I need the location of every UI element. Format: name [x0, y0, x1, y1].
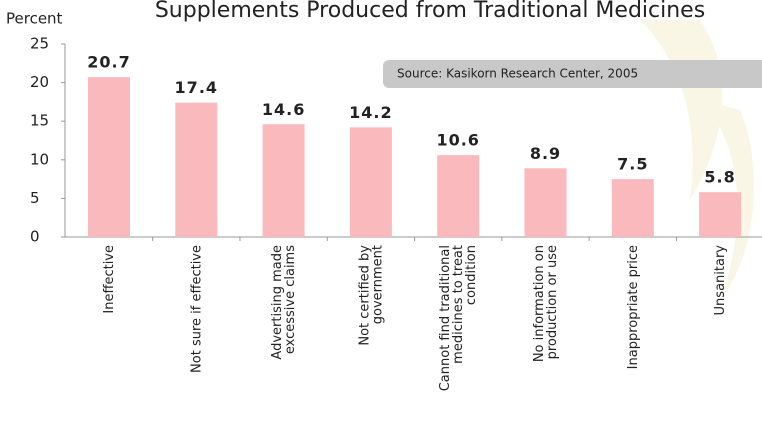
- y-tick-label: 10: [30, 150, 49, 168]
- y-axis-label: Percent: [6, 10, 63, 28]
- x-tick-label: Not sure if effective: [189, 245, 204, 373]
- bar: [262, 124, 305, 237]
- value-label: 10.6: [436, 131, 479, 150]
- value-label: 14.6: [262, 100, 305, 119]
- x-tick-label: Cannot find traditionalmedicines to trea…: [438, 245, 479, 391]
- bar: [349, 127, 392, 237]
- value-label: 17.4: [175, 78, 218, 97]
- x-tick-label-line: Not sure if effective: [189, 245, 204, 373]
- x-tick-label-line: Ineffective: [102, 245, 117, 314]
- chart-title: Supplements Produced from Traditional Me…: [155, 0, 705, 23]
- x-tick-label-line: excessive claims: [283, 245, 298, 354]
- y-tick-label: 25: [30, 35, 49, 53]
- bar: [699, 192, 742, 237]
- annotation: Source: Kasikorn Research Center, 2005: [397, 67, 638, 81]
- bar: [524, 168, 567, 237]
- x-tick-label-line: Unsanitary: [713, 245, 728, 316]
- x-tick-label-line: Advertising made: [270, 245, 285, 360]
- value-label: 8.9: [530, 144, 561, 163]
- value-label: 20.7: [87, 53, 130, 72]
- value-label: 14.2: [349, 103, 392, 122]
- x-tick-label-line: medicines to treat: [451, 245, 466, 364]
- value-label: 5.8: [704, 168, 735, 187]
- x-tick-label-line: Inappropriate price: [625, 245, 640, 369]
- x-tick-label-line: condition: [464, 245, 479, 305]
- y-tick-label: 15: [30, 112, 49, 130]
- y-tick-label: 20: [30, 73, 49, 91]
- x-tick-label-line: government: [370, 245, 385, 324]
- x-tick-label-line: Cannot find traditional: [438, 245, 453, 391]
- value-label: 7.5: [617, 155, 648, 174]
- x-tick-label-line: Not certified by: [357, 245, 372, 346]
- x-tick-label: Unsanitary: [713, 245, 728, 316]
- x-tick-label: Ineffective: [102, 245, 117, 314]
- bar: [437, 155, 480, 237]
- x-tick-label-line: No information on: [532, 245, 547, 362]
- x-tick-label: Advertising madeexcessive claims: [270, 245, 298, 360]
- y-tick-label: 5: [30, 189, 40, 207]
- x-tick-label: No information onproduction or use: [532, 245, 560, 362]
- bar: [88, 77, 130, 237]
- bar: [611, 179, 654, 237]
- annotation-box: [383, 60, 762, 88]
- y-tick-label: 0: [30, 228, 40, 246]
- x-tick-label: Not certified bygovernment: [357, 245, 385, 346]
- x-tick-label-line: production or use: [545, 245, 560, 359]
- bar: [175, 102, 218, 237]
- x-tick-label: Inappropriate price: [625, 245, 640, 369]
